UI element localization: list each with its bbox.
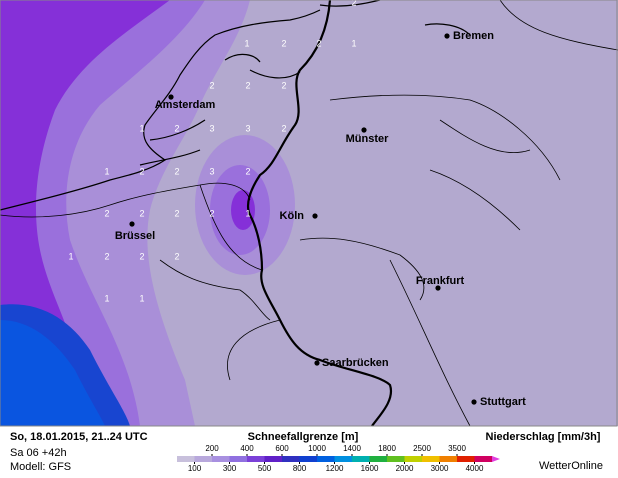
grid-value: 2 bbox=[104, 251, 109, 261]
grid-value: 2 bbox=[139, 166, 144, 176]
legend-swatch bbox=[334, 456, 353, 462]
grid-value: 2 bbox=[209, 208, 214, 218]
legend-swatch bbox=[387, 456, 405, 462]
city-dot bbox=[129, 221, 135, 227]
legend-lower-label: 800 bbox=[293, 464, 307, 473]
legend-upper-label: 1800 bbox=[378, 444, 396, 453]
city-label: Stuttgart bbox=[480, 396, 526, 408]
legend-swatch bbox=[439, 456, 458, 462]
grid-value: 1 bbox=[139, 293, 144, 303]
grid-labels: 2 1 2 2 1 2 2 2 1 2 3 3 2 1 2 2 3 2 2 2 2 2 1 1 2 2 2 1 1 bbox=[68, 0, 356, 303]
legend-lower-label: 2000 bbox=[396, 464, 414, 473]
city-dot bbox=[435, 285, 441, 291]
legend: 100 300 500 800 1200 1600 2000 3000 4000 200 400 60… bbox=[177, 444, 500, 473]
city-dot bbox=[314, 360, 320, 366]
legend-upper-label: 3500 bbox=[448, 444, 466, 453]
legend-lower-label: 4000 bbox=[466, 464, 484, 473]
grid-value: 2 bbox=[245, 80, 250, 90]
legend-lower-label: 1600 bbox=[361, 464, 379, 473]
grid-value: 2 bbox=[281, 38, 286, 48]
precip-blob-core bbox=[231, 190, 255, 230]
legend-swatch bbox=[474, 456, 493, 462]
legend-swatch bbox=[404, 456, 423, 462]
legend-swatch bbox=[212, 456, 230, 462]
legend-swatch bbox=[422, 456, 440, 462]
grid-value: 1 bbox=[351, 38, 356, 48]
legend-swatch bbox=[264, 456, 283, 462]
legend-swatch bbox=[282, 456, 300, 462]
snow-line-title: Schneefallgrenze [m] bbox=[248, 431, 359, 443]
grid-value: 2 bbox=[174, 208, 179, 218]
grid-value: 2 bbox=[245, 166, 250, 176]
precip-blue-dark bbox=[0, 320, 105, 426]
legend-swatch bbox=[352, 456, 370, 462]
grid-value: 2 bbox=[209, 80, 214, 90]
legend-swatch bbox=[194, 456, 213, 462]
grid-value: 2 bbox=[139, 208, 144, 218]
grid-value: 2 bbox=[351, 0, 356, 7]
city-label: Amsterdam bbox=[155, 99, 216, 111]
model-name: Modell: GFS bbox=[10, 461, 71, 473]
cities: Bremen Amsterdam Münster Köln Brüssel Frankfu… bbox=[115, 30, 526, 408]
grid-value: 2 bbox=[316, 38, 321, 48]
grid-value: 1 bbox=[244, 38, 249, 48]
forecast-time: So, 18.01.2015, 21..24 UTC bbox=[10, 431, 148, 443]
city-dot bbox=[168, 94, 174, 100]
city-label: Saarbrücken bbox=[322, 357, 389, 369]
legend-swatch bbox=[317, 456, 335, 462]
city-dot bbox=[444, 33, 450, 39]
legend-lower-label: 1200 bbox=[326, 464, 344, 473]
grid-value: 1 bbox=[245, 208, 250, 218]
legend-upper-label: 200 bbox=[205, 444, 219, 453]
grid-value: 1 bbox=[139, 123, 144, 133]
forecast-run: Sa 06 +42h bbox=[10, 447, 67, 459]
grid-value: 1 bbox=[104, 293, 109, 303]
grid-value: 3 bbox=[209, 166, 214, 176]
national-borders bbox=[246, 0, 393, 427]
map-frame bbox=[0, 0, 618, 427]
precip-title: Niederschlag [mm/3h] bbox=[486, 431, 601, 443]
legend-upper-label: 400 bbox=[240, 444, 254, 453]
legend-upper-label: 600 bbox=[275, 444, 289, 453]
grid-value: 1 bbox=[104, 166, 109, 176]
grid-value: 2 bbox=[174, 251, 179, 261]
legend-lower-label: 100 bbox=[188, 464, 202, 473]
legend-swatch bbox=[247, 456, 265, 462]
grid-value: 2 bbox=[104, 208, 109, 218]
brand: WetterOnline bbox=[539, 460, 603, 472]
legend-lower-label: 300 bbox=[223, 464, 237, 473]
city-label: Bremen bbox=[453, 30, 494, 42]
legend-lower-label: 3000 bbox=[431, 464, 449, 473]
legend-swatch bbox=[299, 456, 318, 462]
grid-value: 3 bbox=[209, 123, 214, 133]
legend-swatch bbox=[369, 456, 388, 462]
city-label: Brüssel bbox=[115, 230, 155, 242]
city-dot bbox=[361, 127, 367, 133]
city-label: Frankfurt bbox=[416, 275, 465, 287]
city-label: Köln bbox=[280, 210, 305, 222]
grid-value: 2 bbox=[174, 166, 179, 176]
legend-upper-label: 2500 bbox=[413, 444, 431, 453]
coastlines bbox=[0, 0, 471, 211]
grid-value: 3 bbox=[245, 123, 250, 133]
grid-value: 2 bbox=[281, 80, 286, 90]
legend-swatch bbox=[229, 456, 248, 462]
city-dot bbox=[471, 399, 477, 405]
legend-arrow bbox=[492, 456, 500, 462]
grid-value: 1 bbox=[68, 251, 73, 261]
regional-borders bbox=[0, 0, 618, 427]
city-label: Münster bbox=[346, 133, 390, 145]
city-dot bbox=[312, 213, 318, 219]
legend-upper-label: 1000 bbox=[308, 444, 326, 453]
legend-lower-label: 500 bbox=[258, 464, 272, 473]
grid-value: 2 bbox=[281, 123, 286, 133]
grid-value: 2 bbox=[139, 251, 144, 261]
legend-upper-label: 1400 bbox=[343, 444, 361, 453]
legend-swatch bbox=[177, 456, 195, 462]
legend-swatch bbox=[457, 456, 475, 462]
grid-value: 2 bbox=[174, 123, 179, 133]
